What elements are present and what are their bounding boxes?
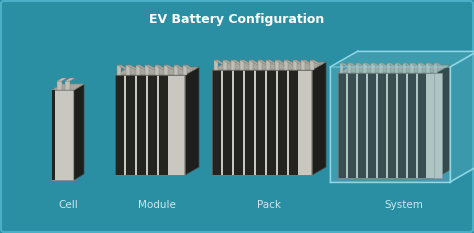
Polygon shape	[436, 65, 450, 178]
Polygon shape	[159, 75, 168, 175]
Polygon shape	[223, 60, 227, 70]
Polygon shape	[155, 65, 159, 75]
Polygon shape	[223, 60, 235, 65]
Text: Module: Module	[138, 200, 176, 210]
Polygon shape	[249, 60, 253, 70]
Polygon shape	[115, 75, 124, 175]
Polygon shape	[164, 65, 176, 70]
Polygon shape	[301, 60, 305, 70]
Polygon shape	[348, 73, 356, 178]
Polygon shape	[356, 63, 367, 68]
Polygon shape	[340, 63, 344, 73]
Polygon shape	[173, 65, 178, 75]
Polygon shape	[387, 63, 399, 68]
Polygon shape	[65, 81, 70, 90]
Polygon shape	[245, 70, 254, 175]
Text: System: System	[384, 200, 423, 210]
Polygon shape	[330, 67, 450, 182]
Text: Cell: Cell	[58, 200, 78, 210]
Polygon shape	[267, 70, 276, 175]
Polygon shape	[212, 62, 326, 70]
Polygon shape	[212, 70, 221, 175]
Polygon shape	[379, 63, 391, 68]
Polygon shape	[136, 65, 148, 70]
Polygon shape	[214, 60, 227, 65]
Polygon shape	[356, 63, 359, 73]
Polygon shape	[410, 63, 414, 73]
Polygon shape	[223, 70, 232, 175]
Polygon shape	[379, 63, 383, 73]
Polygon shape	[292, 60, 305, 65]
Polygon shape	[395, 63, 407, 68]
Polygon shape	[266, 60, 270, 70]
Polygon shape	[310, 60, 322, 65]
Polygon shape	[387, 63, 391, 73]
Polygon shape	[65, 78, 75, 81]
Polygon shape	[212, 70, 312, 175]
Polygon shape	[364, 63, 375, 68]
Polygon shape	[115, 75, 185, 175]
Polygon shape	[418, 73, 426, 178]
Polygon shape	[338, 73, 436, 178]
Polygon shape	[115, 67, 199, 75]
Polygon shape	[155, 65, 167, 70]
Polygon shape	[340, 63, 352, 68]
Polygon shape	[266, 60, 279, 65]
Polygon shape	[126, 75, 135, 175]
Polygon shape	[368, 73, 376, 178]
Polygon shape	[434, 63, 438, 73]
Polygon shape	[52, 90, 74, 180]
Polygon shape	[127, 65, 130, 75]
Polygon shape	[408, 73, 416, 178]
Polygon shape	[371, 63, 383, 68]
Polygon shape	[117, 65, 129, 70]
Polygon shape	[214, 60, 218, 70]
Polygon shape	[338, 65, 450, 73]
Polygon shape	[403, 63, 415, 68]
Polygon shape	[183, 65, 187, 75]
Polygon shape	[289, 70, 298, 175]
Polygon shape	[348, 63, 351, 73]
Polygon shape	[434, 73, 442, 178]
Polygon shape	[312, 62, 326, 175]
Polygon shape	[434, 63, 446, 68]
Polygon shape	[388, 73, 396, 178]
Polygon shape	[52, 84, 84, 90]
Polygon shape	[278, 70, 287, 175]
Polygon shape	[185, 67, 199, 175]
Polygon shape	[403, 63, 406, 73]
Polygon shape	[426, 63, 438, 68]
Polygon shape	[301, 60, 314, 65]
Polygon shape	[275, 60, 279, 70]
Polygon shape	[419, 63, 422, 73]
Polygon shape	[148, 75, 157, 175]
Polygon shape	[127, 65, 139, 70]
Polygon shape	[371, 63, 375, 73]
Polygon shape	[310, 60, 314, 70]
Polygon shape	[57, 78, 67, 81]
Polygon shape	[330, 51, 474, 67]
Polygon shape	[398, 73, 406, 178]
Polygon shape	[57, 81, 62, 90]
Polygon shape	[234, 70, 243, 175]
Polygon shape	[183, 65, 195, 70]
Polygon shape	[231, 60, 244, 65]
Polygon shape	[117, 65, 121, 75]
Polygon shape	[378, 73, 386, 178]
Polygon shape	[240, 60, 253, 65]
Polygon shape	[395, 63, 398, 73]
Polygon shape	[258, 60, 270, 65]
Polygon shape	[348, 63, 360, 68]
Polygon shape	[231, 60, 236, 70]
Polygon shape	[292, 60, 297, 70]
Polygon shape	[338, 73, 346, 178]
Polygon shape	[136, 65, 140, 75]
Polygon shape	[52, 90, 55, 180]
Polygon shape	[249, 60, 261, 65]
Polygon shape	[410, 63, 422, 68]
Text: EV Battery Configuration: EV Battery Configuration	[149, 14, 325, 27]
Polygon shape	[74, 84, 84, 180]
Polygon shape	[146, 65, 149, 75]
Polygon shape	[419, 63, 430, 68]
